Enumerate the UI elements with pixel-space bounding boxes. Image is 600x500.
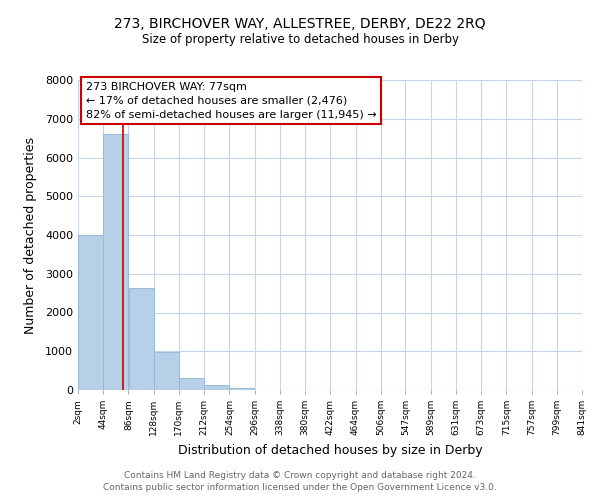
Bar	[179, 378, 204, 390]
Bar	[103, 134, 128, 390]
Bar	[128, 288, 154, 390]
Bar	[78, 235, 103, 390]
Y-axis label: Number of detached properties: Number of detached properties	[23, 136, 37, 334]
Bar	[205, 385, 229, 390]
Bar	[154, 352, 179, 390]
Text: Size of property relative to detached houses in Derby: Size of property relative to detached ho…	[142, 32, 458, 46]
Bar	[230, 388, 254, 390]
X-axis label: Distribution of detached houses by size in Derby: Distribution of detached houses by size …	[178, 444, 482, 456]
Text: Contains HM Land Registry data © Crown copyright and database right 2024.: Contains HM Land Registry data © Crown c…	[124, 471, 476, 480]
Text: Contains public sector information licensed under the Open Government Licence v3: Contains public sector information licen…	[103, 484, 497, 492]
Text: 273, BIRCHOVER WAY, ALLESTREE, DERBY, DE22 2RQ: 273, BIRCHOVER WAY, ALLESTREE, DERBY, DE…	[114, 18, 486, 32]
Text: 273 BIRCHOVER WAY: 77sqm
← 17% of detached houses are smaller (2,476)
82% of sem: 273 BIRCHOVER WAY: 77sqm ← 17% of detach…	[86, 82, 376, 120]
